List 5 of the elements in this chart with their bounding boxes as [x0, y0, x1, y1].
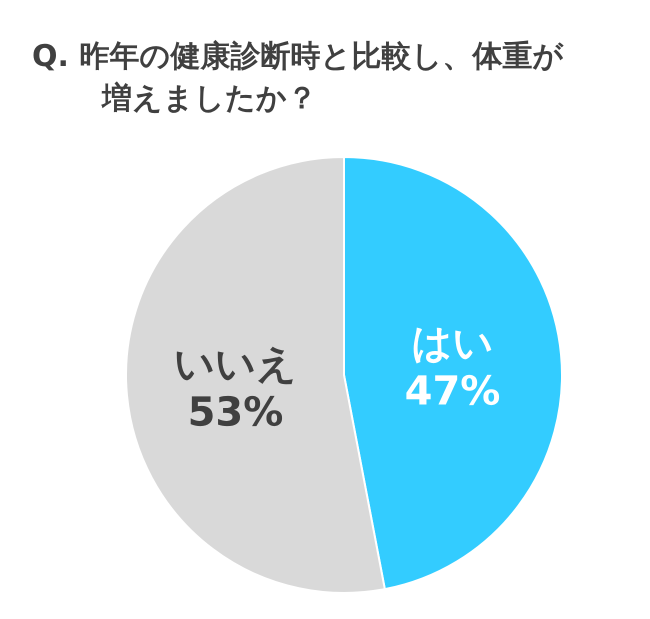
slice-label: はい: [412, 320, 494, 367]
data-label: 53%: [188, 389, 284, 436]
data-label: 47%: [404, 368, 500, 415]
slice-label: いいえ: [174, 341, 297, 388]
chart-title: Q. 昨年の健康診断時と比較し、体重が増えましたか？: [32, 38, 564, 118]
